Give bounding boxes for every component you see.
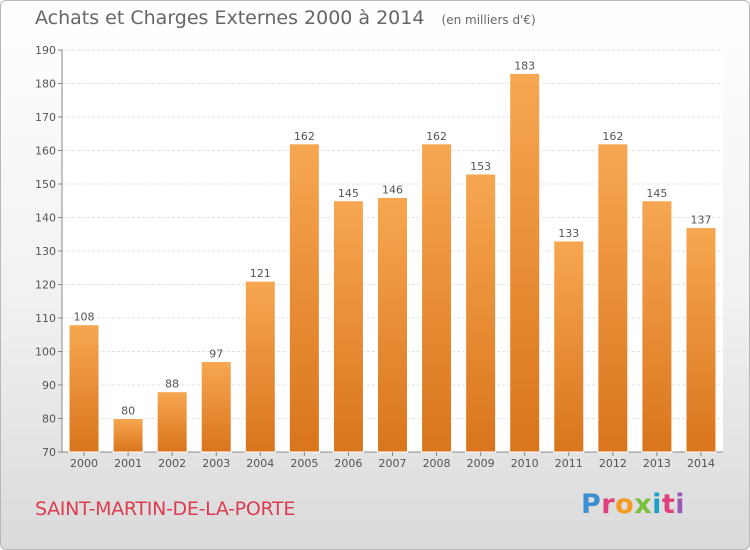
place-name: SAINT-MARTIN-DE-LA-PORTE — [35, 498, 296, 520]
bar — [465, 173, 497, 453]
bar — [156, 391, 188, 453]
y-tick-label: 190 — [35, 44, 56, 57]
logo-letter: P — [581, 489, 602, 520]
data-label: 108 — [74, 311, 95, 324]
x-tick-label: 2010 — [511, 457, 539, 470]
x-tick-label: 2013 — [643, 457, 671, 470]
y-tick-label: 160 — [35, 145, 56, 158]
x-tick-label: 2001 — [114, 457, 142, 470]
bar — [597, 143, 629, 453]
bar — [421, 143, 453, 453]
title-row: Achats et Charges Externes 2000 à 2014 (… — [35, 7, 536, 29]
bar — [200, 361, 232, 453]
data-label: 80 — [121, 405, 135, 418]
logo-letter: i — [652, 489, 662, 520]
y-tick-label: 90 — [42, 379, 56, 392]
data-label: 121 — [250, 267, 271, 280]
x-tick-label: 2006 — [334, 457, 362, 470]
data-label: 153 — [470, 160, 491, 173]
x-tick-label: 2007 — [379, 457, 407, 470]
bar — [68, 324, 100, 453]
data-label: 145 — [646, 187, 667, 200]
logo-letter: i — [675, 489, 686, 520]
data-label: 162 — [426, 130, 447, 143]
logo-letter: o — [615, 489, 635, 520]
data-label: 137 — [690, 214, 711, 227]
x-tick-label: 2009 — [467, 457, 495, 470]
bar — [641, 200, 673, 453]
y-tick-label: 150 — [35, 178, 56, 191]
x-tick-label: 2012 — [599, 457, 627, 470]
y-tick-label: 120 — [35, 279, 56, 292]
data-label: 97 — [209, 348, 223, 361]
x-tick-label: 2004 — [246, 457, 274, 470]
y-tick-label: 110 — [35, 312, 56, 325]
proxiti-logo: Proxiti — [581, 489, 685, 520]
y-tick-label: 100 — [35, 346, 56, 359]
data-label: 133 — [558, 227, 579, 240]
bar — [244, 280, 276, 453]
chart-subtitle: (en milliers d'€) — [441, 13, 536, 27]
x-tick-label: 2000 — [70, 457, 98, 470]
x-tick-label: 2002 — [158, 457, 186, 470]
data-label: 162 — [294, 130, 315, 143]
x-tick-label: 2014 — [687, 457, 715, 470]
bar — [685, 227, 717, 453]
y-tick-label: 140 — [35, 212, 56, 225]
y-tick-label: 180 — [35, 78, 56, 91]
y-tick-label: 170 — [35, 111, 56, 124]
data-label: 162 — [602, 130, 623, 143]
logo-letter: x — [634, 489, 653, 520]
x-tick-label: 2011 — [555, 457, 583, 470]
bar — [377, 196, 408, 453]
data-label: 146 — [382, 183, 403, 196]
bar — [332, 200, 364, 453]
bar — [553, 240, 585, 453]
chart-title: Achats et Charges Externes 2000 à 2014 — [35, 7, 425, 29]
logo-letter: r — [601, 489, 616, 520]
y-tick-label: 70 — [42, 446, 56, 459]
bar — [288, 143, 320, 453]
bar — [509, 72, 541, 453]
y-tick-label: 130 — [35, 245, 56, 258]
y-tick-label: 80 — [42, 413, 56, 426]
logo-letter: t — [661, 489, 676, 520]
data-label: 88 — [165, 378, 179, 391]
data-label: 145 — [338, 187, 359, 200]
bar — [112, 418, 144, 453]
x-tick-label: 2003 — [202, 457, 230, 470]
x-tick-label: 2005 — [290, 457, 318, 470]
data-label: 183 — [514, 59, 535, 72]
x-tick-label: 2008 — [423, 457, 451, 470]
